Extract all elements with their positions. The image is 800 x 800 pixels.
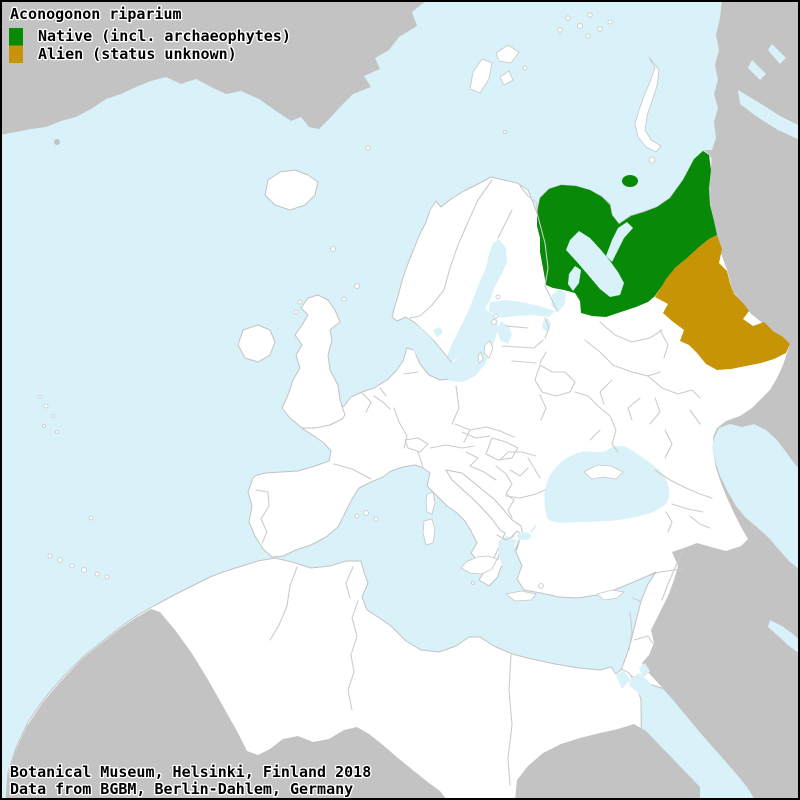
island-jan-mayen — [365, 145, 371, 151]
sahara-gray — [6, 609, 447, 800]
island-hebrides-1 — [297, 299, 303, 305]
kara-estuary-2 — [748, 60, 766, 80]
attribution-line-2: Data from BGBM, Berlin-Dahlem, Germany — [10, 780, 353, 798]
island-novaya-zemlya — [634, 56, 662, 153]
country-borders — [255, 179, 713, 786]
island-shetland — [354, 283, 360, 289]
white-sea — [566, 231, 624, 297]
map-title: Aconogonon riparium — [10, 5, 182, 23]
island-madeira — [88, 515, 94, 521]
island-aland — [495, 294, 501, 300]
persian-gulf — [768, 620, 800, 654]
island-svalbard-ne — [495, 44, 520, 64]
water-layer — [399, 44, 800, 800]
island-orkney — [341, 296, 347, 302]
canary-islands — [47, 553, 110, 580]
greenland-islet — [54, 139, 60, 145]
sea-of-azov — [601, 448, 636, 464]
island-cyprus — [596, 589, 625, 601]
lake-onega — [568, 266, 581, 291]
franz-josef-land — [557, 12, 613, 39]
balearic-islands — [354, 510, 379, 522]
sudan-gray — [515, 724, 700, 800]
island-malta — [471, 581, 475, 585]
legend-label-native: Native (incl. archaeophytes) — [38, 27, 291, 45]
white-sea-throat — [606, 222, 633, 262]
gulf-of-suez — [616, 670, 630, 689]
region-alien-urals — [651, 235, 790, 370]
island-crimea — [583, 464, 624, 480]
island-crete — [505, 590, 537, 602]
attribution: Botanical Museum, Helsinki, Finland 2018… — [9, 762, 373, 800]
danish-belts — [432, 362, 446, 374]
legend-swatch-native — [9, 28, 23, 46]
island-oland — [477, 351, 484, 364]
island-britain — [281, 294, 346, 429]
aegean-sea — [498, 536, 518, 588]
kara-estuary-3 — [768, 44, 786, 64]
baltic-sea — [441, 308, 498, 382]
gulf-of-bothnia — [447, 239, 507, 362]
island-saaremaa — [491, 319, 497, 325]
island-rhodes — [538, 583, 544, 589]
island-faroe — [330, 246, 336, 252]
island-hebrides-2 — [293, 309, 299, 315]
legend-label-alien: Alien (status unknown) — [38, 45, 237, 63]
island-svalbard-islet — [522, 65, 528, 71]
gulf-of-finland — [489, 300, 555, 318]
island-bear — [503, 130, 507, 134]
attribution-line-1: Botanical Museum, Helsinki, Finland 2018 — [10, 763, 371, 781]
island-hiiumaa — [493, 313, 499, 319]
island-svalbard-s — [499, 70, 514, 86]
legend-swatch-alien — [9, 45, 23, 63]
island-ireland — [237, 324, 276, 363]
island-vaygach — [648, 156, 656, 164]
caspian-sea — [712, 424, 800, 570]
greenland-gray — [0, 0, 427, 135]
legend: Aconogonon riparium Native (incl. archae… — [9, 4, 292, 65]
island-sicily — [460, 555, 498, 575]
dardanelles-strait — [515, 536, 523, 543]
azores-islands — [38, 395, 59, 434]
island-sardinia — [422, 518, 436, 546]
region-native-kolguev-island — [622, 175, 638, 187]
island-gotland — [483, 340, 494, 359]
islands-layer — [38, 12, 662, 602]
kara-estuary-1 — [738, 90, 800, 140]
lake-vanern — [433, 327, 443, 337]
asia-gray — [642, 0, 800, 800]
black-sea — [544, 445, 670, 523]
island-iceland — [264, 169, 319, 211]
bosphorus-strait — [530, 524, 537, 533]
island-svalbard-main — [469, 58, 493, 94]
gulf-of-aqaba — [639, 663, 650, 678]
island-corsica — [425, 491, 436, 515]
red-sea — [629, 673, 750, 800]
